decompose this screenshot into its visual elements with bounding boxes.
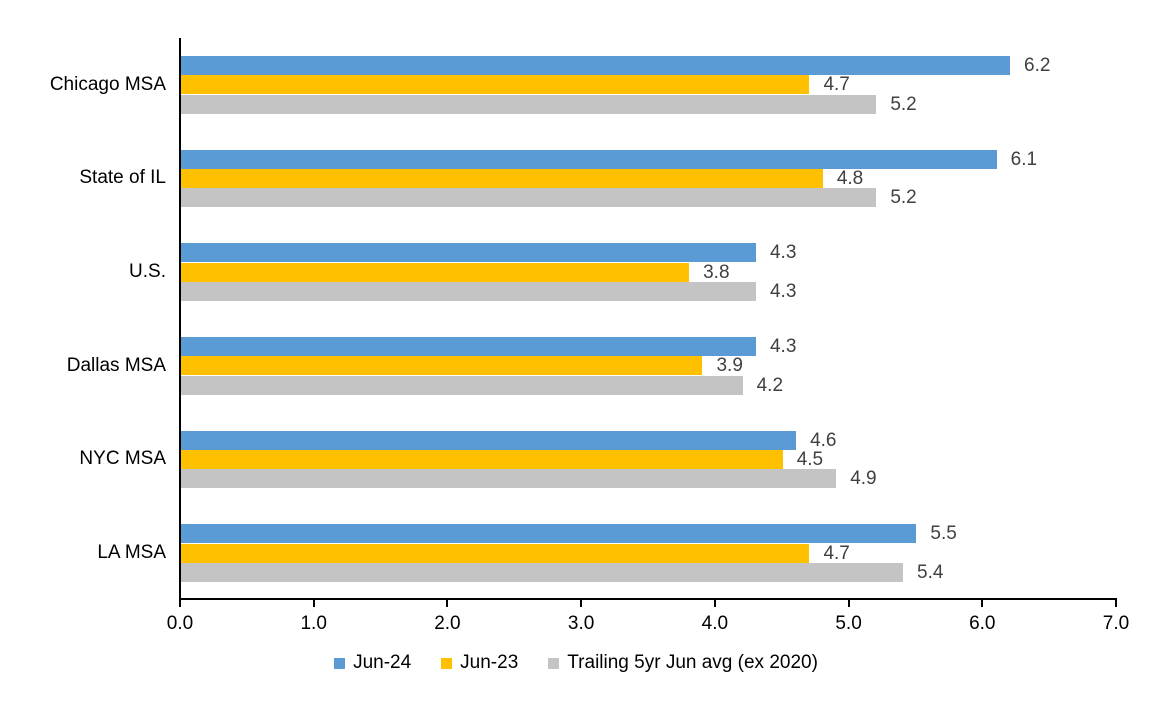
bar-jun-24 xyxy=(181,336,756,357)
legend-swatch-icon xyxy=(334,657,346,669)
category-label: U.S. xyxy=(129,261,166,283)
legend-swatch-icon xyxy=(548,657,560,669)
value-label: 6.1 xyxy=(1010,148,1038,170)
value-label: 4.3 xyxy=(769,242,797,264)
bar-trailing-5yr-jun-avg-ex-2020- xyxy=(181,469,837,489)
legend-label: Jun-23 xyxy=(460,652,519,673)
value-label: 3.8 xyxy=(703,261,730,283)
bar-jun-23 xyxy=(181,356,703,376)
x-axis-line xyxy=(179,598,1117,600)
category-label: LA MSA xyxy=(97,542,166,564)
x-tick-label: 6.0 xyxy=(969,613,996,634)
chart-legend: Jun-24 Jun-23 Trailing 5yr Jun avg (ex 202… xyxy=(0,652,1152,674)
bar-jun-24 xyxy=(181,430,797,450)
bar-jun-24 xyxy=(181,55,1011,76)
value-label: 6.2 xyxy=(1024,55,1051,76)
x-tick-mark xyxy=(847,600,850,607)
x-tick-label: 7.0 xyxy=(1102,613,1130,634)
value-label: 4.3 xyxy=(769,280,797,302)
value-label: 4.6 xyxy=(810,429,837,451)
value-label: 4.3 xyxy=(769,336,797,357)
x-tick-label: 0.0 xyxy=(166,613,194,634)
bar-jun-23 xyxy=(181,262,690,282)
x-tick-mark xyxy=(981,600,984,607)
value-label: 5.2 xyxy=(890,187,917,209)
x-tick-label: 3.0 xyxy=(567,613,595,634)
bar-trailing-5yr-jun-avg-ex-2020- xyxy=(181,94,877,114)
legend-item: Jun-24 xyxy=(334,652,411,674)
bar-jun-23 xyxy=(181,543,810,563)
legend-label: Trailing 5yr Jun avg (ex 2020) xyxy=(567,652,818,673)
legend-item: Jun-23 xyxy=(441,652,518,674)
bar-jun-23 xyxy=(181,449,783,470)
bar-jun-24 xyxy=(181,524,917,544)
x-tick-label: 5.0 xyxy=(835,613,862,634)
x-tick-label: 4.0 xyxy=(701,613,729,634)
category-label: Chicago MSA xyxy=(49,73,166,95)
x-tick-mark xyxy=(1115,600,1117,607)
bar-trailing-5yr-jun-avg-ex-2020- xyxy=(181,375,743,395)
x-tick-mark xyxy=(446,600,449,607)
value-label: 5.2 xyxy=(890,93,917,115)
x-tick-label: 1.0 xyxy=(300,613,327,634)
category-label: NYC MSA xyxy=(79,448,166,470)
value-label: 4.8 xyxy=(836,168,864,189)
bar-jun-23 xyxy=(181,168,823,189)
value-label: 4.2 xyxy=(756,374,784,396)
x-tick-mark xyxy=(179,600,181,607)
x-tick-mark xyxy=(713,600,716,607)
bar-trailing-5yr-jun-avg-ex-2020- xyxy=(181,562,904,583)
bar-trailing-5yr-jun-avg-ex-2020- xyxy=(181,281,756,302)
x-tick-label: 2.0 xyxy=(434,613,461,634)
bar-jun-23 xyxy=(181,75,810,95)
legend-swatch-icon xyxy=(441,657,453,669)
value-label: 3.9 xyxy=(716,355,743,377)
bar-jun-24 xyxy=(181,243,756,263)
bar-trailing-5yr-jun-avg-ex-2020- xyxy=(181,188,877,208)
legend-item: Trailing 5yr Jun avg (ex 2020) xyxy=(548,652,818,674)
category-label: Dallas MSA xyxy=(66,354,166,376)
value-label: 4.5 xyxy=(796,449,824,470)
value-label: 4.9 xyxy=(850,468,877,490)
y-axis-line xyxy=(179,38,181,607)
value-label: 5.4 xyxy=(917,561,944,583)
value-label: 5.5 xyxy=(930,523,957,545)
x-tick-mark xyxy=(580,600,583,607)
bar-jun-24 xyxy=(181,149,997,169)
value-label: 4.7 xyxy=(823,542,850,564)
legend-label: Jun-24 xyxy=(353,652,412,673)
value-label: 4.7 xyxy=(823,74,850,96)
category-label: State of IL xyxy=(79,167,166,189)
x-tick-mark xyxy=(312,600,315,607)
